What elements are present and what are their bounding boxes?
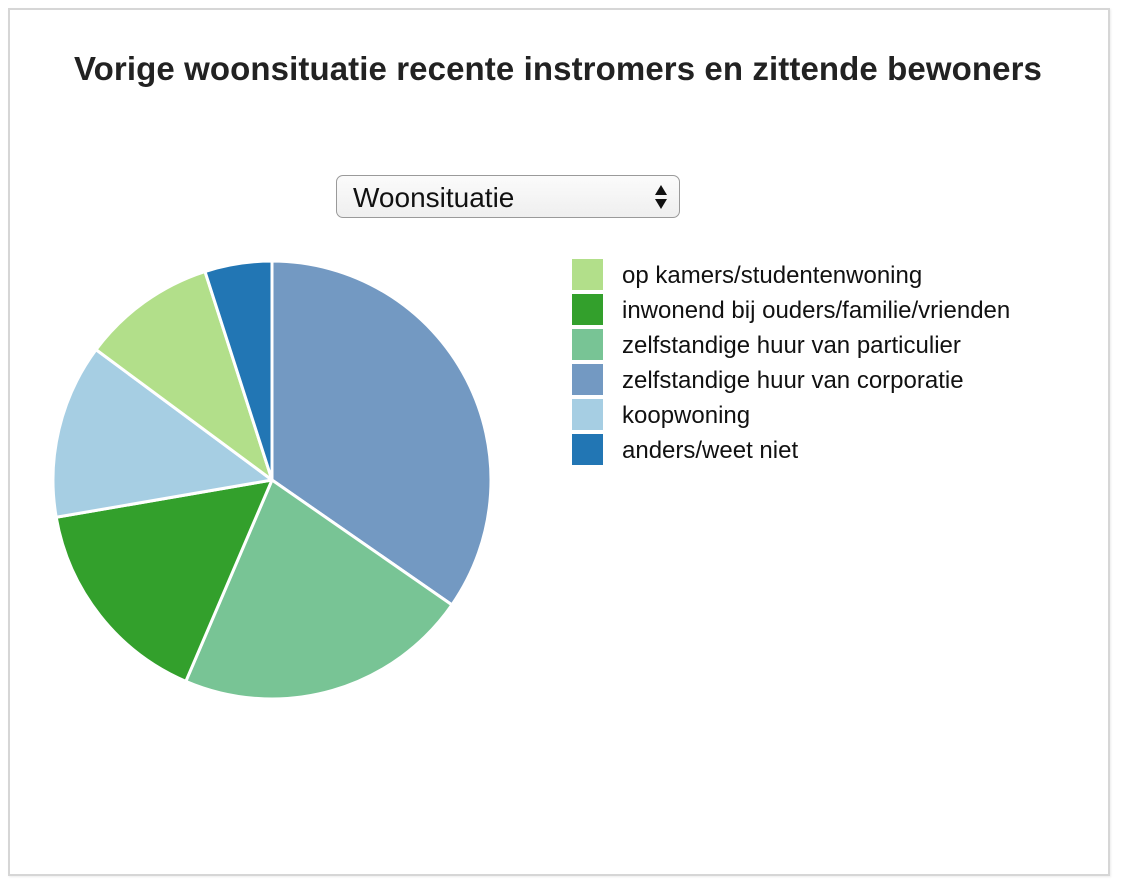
pie-slice-zelfstandige-huur-van-corporatie[interactable] [270,259,493,607]
legend-label: zelfstandige huur van particulier [622,332,961,359]
legend-label: inwonend bij ouders/familie/vrienden [622,297,1011,324]
pie-slice-inwonend-bij-ouders-familie-vrienden[interactable] [54,478,274,683]
legend-item[interactable]: op kamers/studentenwoning [572,258,1052,293]
woonsituatie-dropdown[interactable]: Woonsituatie [336,175,680,218]
legend-item[interactable]: anders/weet niet [572,433,1052,468]
legend-item[interactable]: zelfstandige huur van corporatie [572,363,1052,398]
legend-swatch [572,399,603,430]
legend-label: anders/weet niet [622,437,799,464]
legend-item[interactable]: zelfstandige huur van particulier [572,328,1052,363]
legend-swatch [572,294,603,325]
legend-label: zelfstandige huur van corporatie [622,367,964,394]
up-down-arrows-icon [655,185,667,209]
legend-label: op kamers/studentenwoning [622,262,923,289]
pie-slice-op-kamers-studentenwoning[interactable] [94,270,274,482]
legend-swatch [572,364,603,395]
legend-item[interactable]: koopwoning [572,398,1052,433]
legend-swatch [572,329,603,360]
legend-swatch [572,434,603,465]
pie-slice-zelfstandige-huur-van-particulier[interactable] [184,478,454,701]
pie-slice-koopwoning[interactable] [51,348,274,519]
pie-slice-anders-weet-niet[interactable] [203,259,274,482]
chart-title: Vorige woonsituatie recente instromers e… [73,50,1042,87]
legend: op kamers/studentenwoning inwonend bij o… [572,258,1052,468]
dropdown-selected-value: Woonsituatie [353,182,515,213]
legend-label: koopwoning [622,402,751,429]
legend-swatch [572,259,603,290]
legend-item[interactable]: inwonend bij ouders/familie/vrienden [572,293,1052,328]
